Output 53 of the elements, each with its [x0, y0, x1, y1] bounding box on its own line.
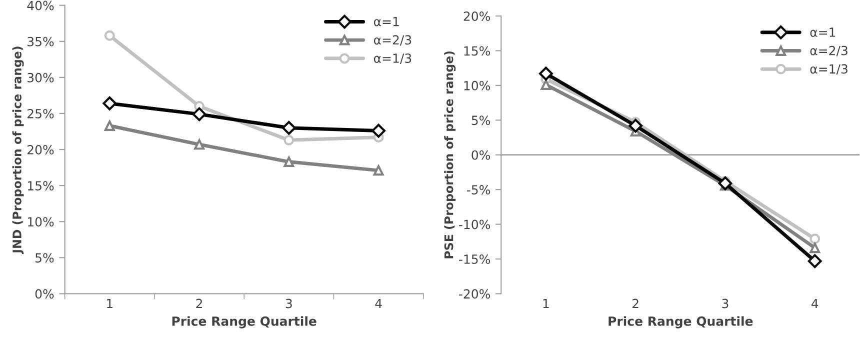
point: [282, 120, 296, 135]
point: [810, 242, 820, 254]
point: [192, 107, 206, 122]
point: [540, 80, 552, 90]
y-axis-title: PSE (Proportion of price range): [444, 51, 456, 258]
point: [810, 234, 820, 244]
legend-label: α=2/3: [810, 46, 848, 56]
y-tick-label: 30%: [28, 72, 54, 82]
y-tick-label: -5%: [466, 185, 490, 194]
legend-label: α=1/3: [374, 54, 412, 64]
x-tick-label: 4: [375, 298, 382, 308]
x-tick-label: 3: [286, 298, 292, 308]
x-tick-label: 4: [811, 298, 818, 308]
y-tick-label: 15%: [28, 181, 54, 190]
y-tick-label: 0%: [35, 289, 54, 299]
y-tick-label: 40%: [27, 0, 54, 10]
y-tick-label: 0%: [472, 150, 490, 160]
y-tick-label: -15%: [459, 254, 490, 264]
y-tick-label: 10%: [28, 217, 54, 227]
x-tick-label: 3: [722, 298, 728, 308]
legend-label: α=2/3: [374, 35, 412, 46]
point: [539, 66, 553, 81]
legend-label: α=1: [810, 28, 836, 37]
point: [628, 118, 643, 133]
y-tick-label: 20%: [28, 144, 54, 154]
point: [102, 96, 117, 110]
point: [372, 124, 386, 138]
point: [808, 254, 822, 268]
y-tick-label: 5%: [472, 116, 490, 126]
point: [718, 176, 732, 190]
y-tick-label: -10%: [459, 220, 490, 230]
x-axis-title: Price Range Quartile: [172, 316, 316, 328]
x-axis-title: Price Range Quartile: [608, 316, 753, 328]
y-tick-label: 35%: [28, 36, 54, 46]
point: [284, 134, 294, 146]
y-tick-label: 20%: [464, 11, 490, 21]
x-tick-label: 1: [543, 298, 549, 308]
point: [104, 120, 115, 131]
point: [284, 156, 294, 167]
legend-label: α=1: [374, 16, 399, 26]
y-tick-label: 25%: [28, 108, 54, 118]
x-tick-label: 1: [107, 298, 112, 308]
x-tick-label: 2: [632, 298, 638, 308]
y-axis-title: JND (Proportion of price range): [12, 46, 24, 254]
x-tick-label: 2: [196, 298, 202, 308]
legend-label: α=1/3: [810, 64, 848, 75]
y-tick-label: 10%: [464, 80, 490, 90]
point: [194, 139, 204, 150]
y-tick-label: -20%: [459, 289, 490, 299]
point: [104, 30, 115, 41]
y-tick-label: 15%: [464, 46, 490, 56]
point: [373, 165, 384, 176]
y-tick-label: 5%: [36, 253, 54, 263]
